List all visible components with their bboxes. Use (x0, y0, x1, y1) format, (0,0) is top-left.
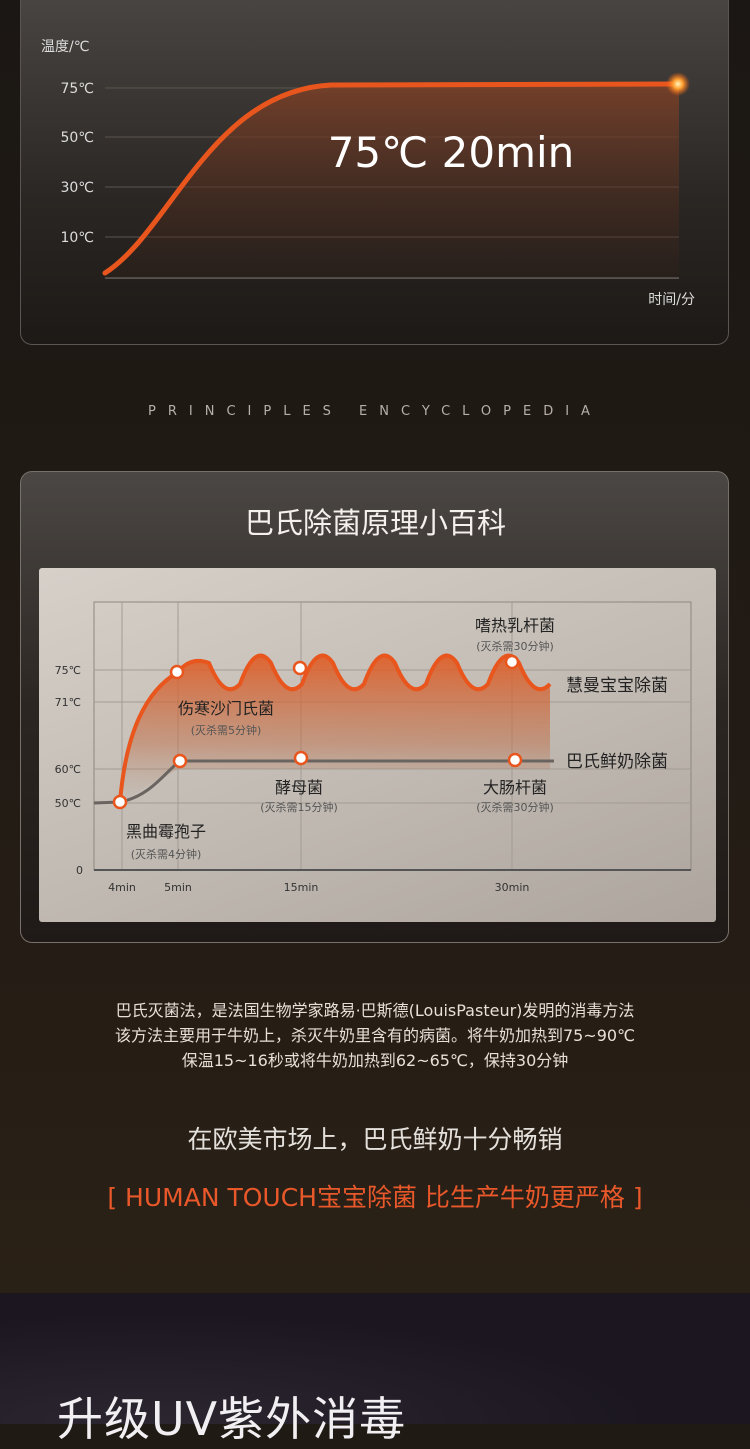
temperature-chart: 温度/℃ 75℃ 50℃ 30℃ 10℃ 75℃ 20min 时间/分 (41, 39, 695, 308)
y-tick-label: 75℃ (60, 81, 94, 97)
y-tick-label: 50℃ (60, 130, 94, 146)
description-line-3: 保温15~16秒或将牛奶加热到62~65℃，保持30分钟 (181, 1051, 569, 1070)
y-tick-label: 60℃ (55, 763, 81, 776)
x-tick-label: 15min (284, 881, 319, 894)
data-point-marker (507, 752, 523, 768)
uv-section (0, 1293, 750, 1424)
bacteria-kill-time: (灭杀需15分钟) (260, 800, 338, 814)
data-point-marker (172, 753, 188, 769)
section-title: 巴氏除菌原理小百科 (244, 506, 506, 540)
temperature-line (102, 81, 682, 276)
x-axis-label: 时间/分 (648, 292, 695, 308)
data-point-marker (504, 654, 520, 670)
bacteria-kill-time: (灭杀需30分钟) (476, 800, 554, 814)
pasteurization-chart-card: 75℃ 71℃ 60℃ 50℃ 0 4min 5min 15min 30min 慧曼宝宝除菌 巴氏鲜… (39, 568, 716, 922)
section-eyebrow: PRINCIPLES ENCYCLOPEDIA (148, 404, 602, 419)
series-line-慧曼宝宝除菌 (118, 653, 552, 803)
bacteria-label: 大肠杆菌 (483, 778, 547, 797)
data-point-marker (293, 750, 309, 766)
description-line-1: 巴氏灭菌法，是法国生物学家路易·巴斯德(LouisPasteur)发明的消毒方法 (115, 1001, 635, 1020)
series-label: 慧曼宝宝除菌 (566, 676, 668, 696)
bacteria-label: 黑曲霉孢子 (126, 822, 206, 841)
pasteurization-chart: 75℃ 71℃ 60℃ 50℃ 0 4min 5min 15min 30min 慧曼宝宝除菌巴氏鲜… (55, 601, 692, 894)
uv-section-title: 升级UV紫外消毒 (57, 1392, 407, 1446)
y-tick-label: 75℃ (55, 664, 81, 677)
data-point-marker (169, 664, 185, 680)
bacteria-kill-time: (灭杀需4分钟) (131, 847, 202, 861)
bacteria-kill-time: (灭杀需5分钟) (191, 723, 262, 737)
y-axis-label: 温度/℃ (41, 39, 89, 55)
market-text: 在欧美市场上，巴氏鲜奶十分畅销 (187, 1125, 563, 1154)
area-fill (105, 84, 679, 278)
description-line-2: 该方法主要用于牛奶上，杀灭牛奶里含有的病菌。将牛奶加热到75~90℃ (114, 1026, 636, 1045)
data-point-marker (112, 794, 128, 810)
encyclopedia-panel: 巴氏除菌原理小百科 75℃ 71℃ 60℃ 50℃ 0 4min 5min 15min 30mi… (20, 471, 729, 943)
temperature-chart-panel: 温度/℃ 75℃ 50℃ 30℃ 10℃ 75℃ 20min 时间/分 (20, 0, 729, 345)
y-tick-label: 10℃ (60, 230, 94, 246)
x-tick-label: 30min (495, 881, 530, 894)
bacteria-label: 伤寒沙门氏菌 (178, 699, 274, 718)
bacteria-label: 嗜热乳杆菌 (475, 616, 555, 635)
y-tick-label: 0 (76, 864, 83, 877)
y-tick-label: 71℃ (55, 696, 81, 709)
x-tick-label: 5min (164, 881, 192, 894)
orange-area-fill (120, 655, 550, 802)
endpoint-glow (666, 72, 690, 96)
data-point-marker (292, 660, 308, 676)
series-label: 巴氏鲜奶除菌 (566, 752, 668, 772)
bacteria-label: 酵母菌 (275, 778, 323, 797)
y-tick-label: 30℃ (60, 180, 94, 196)
y-tick-label: 50℃ (55, 797, 81, 810)
x-tick-label: 4min (108, 881, 136, 894)
bacteria-kill-time: (灭杀需30分钟) (476, 639, 554, 653)
chart-annotation: 75℃ 20min (328, 128, 575, 177)
slogan: [ HUMAN TOUCH宝宝除菌 比生产牛奶更严格 ] (107, 1183, 643, 1212)
